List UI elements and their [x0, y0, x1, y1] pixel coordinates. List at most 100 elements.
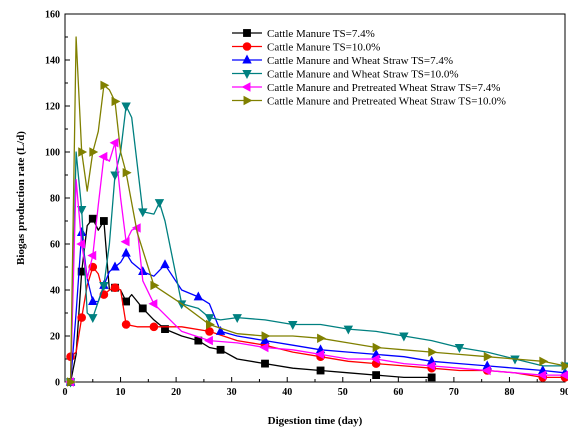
data-point	[204, 335, 213, 346]
legend-item: Cattle Manure and Pretreated Wheat Straw…	[232, 96, 506, 108]
data-point	[559, 370, 568, 380]
data-point	[121, 247, 131, 257]
x-tick-label: 30	[227, 387, 237, 398]
data-point	[88, 296, 98, 305]
data-point	[454, 344, 465, 353]
data-point	[120, 237, 130, 247]
legend-item: Cattle Manure and Pretreated Wheat Straw…	[232, 82, 500, 94]
data-point	[99, 217, 108, 225]
legend-item: Cattle Manure TS=7.4%	[232, 28, 375, 40]
series-layer	[65, 36, 568, 388]
data-point	[67, 377, 76, 387]
data-point	[483, 352, 493, 362]
data-point	[537, 370, 547, 380]
data-point	[109, 138, 119, 148]
series-line	[69, 142, 565, 383]
data-point	[288, 321, 298, 330]
x-tick-label: 60	[393, 387, 403, 398]
y-tick-label: 80	[50, 194, 60, 205]
x-tick-label: 20	[171, 387, 181, 398]
x-axis-label: Digestion time (day)	[268, 415, 363, 427]
data-point	[216, 345, 225, 354]
series-2	[66, 262, 568, 382]
data-point	[426, 361, 436, 371]
data-point	[122, 168, 132, 178]
data-point	[261, 359, 269, 368]
data-point	[100, 80, 110, 90]
data-point	[110, 261, 120, 271]
data-point	[399, 332, 409, 342]
x-tick-label: 90	[560, 387, 568, 398]
legend-marker	[241, 82, 251, 92]
data-point	[78, 147, 88, 157]
data-point	[215, 325, 226, 335]
data-point	[87, 250, 97, 261]
data-point	[138, 266, 148, 276]
data-point	[428, 347, 438, 357]
x-tick-label: 80	[504, 387, 514, 398]
data-point	[154, 199, 165, 209]
legend-label: Cattle Manure and Pretreated Wheat Straw…	[267, 82, 500, 94]
data-point	[372, 342, 382, 353]
legend-marker	[242, 42, 252, 51]
data-point	[161, 325, 169, 333]
series-6	[67, 36, 568, 387]
y-tick-label: 60	[50, 240, 60, 251]
data-point	[99, 281, 109, 291]
series-line	[69, 36, 566, 383]
legend-item: Cattle Manure and Wheat Straw TS=7.4%	[232, 54, 453, 67]
data-point	[232, 314, 242, 324]
data-point	[372, 371, 381, 379]
data-point	[76, 206, 87, 215]
x-tick-label: 50	[338, 387, 348, 398]
legend-item: Cattle Manure and Wheat Straw TS=10.0%	[232, 69, 459, 81]
data-point	[149, 322, 159, 332]
data-point	[539, 356, 549, 366]
data-point	[121, 102, 131, 112]
y-tick-label: 100	[45, 148, 60, 159]
data-point	[205, 327, 214, 336]
data-point	[76, 239, 86, 249]
x-tick-label: 0	[63, 387, 68, 398]
legend-label: Cattle Manure and Wheat Straw TS=7.4%	[267, 55, 453, 67]
y-tick-label: 40	[50, 286, 60, 297]
x-tick-label: 70	[449, 387, 459, 398]
data-point	[259, 342, 269, 353]
data-point	[561, 361, 568, 371]
data-point	[77, 313, 86, 322]
y-tick-label: 160	[45, 10, 60, 21]
y-axis-label: Biogas production rate (L/d)	[15, 131, 27, 265]
legend-marker	[242, 70, 252, 79]
x-tick-label: 10	[116, 387, 126, 398]
data-point	[88, 214, 97, 223]
legend-marker	[242, 54, 252, 64]
data-point	[88, 314, 98, 324]
legend: Cattle Manure TS=7.4% Cattle Manure TS=10…	[232, 28, 506, 108]
legend-label: Cattle Manure and Wheat Straw TS=10.0%	[267, 69, 459, 81]
data-point	[89, 147, 99, 157]
data-point	[427, 373, 436, 382]
data-point	[204, 314, 215, 324]
data-point	[138, 208, 148, 218]
legend-marker	[243, 95, 253, 106]
y-tick-label: 120	[45, 102, 60, 113]
data-point	[160, 259, 170, 269]
legend-marker	[243, 29, 251, 37]
data-point	[481, 365, 491, 376]
data-point	[110, 171, 120, 181]
data-point	[317, 333, 326, 343]
data-point	[98, 151, 108, 162]
data-point	[111, 96, 121, 107]
data-point	[150, 280, 160, 291]
legend-item: Cattle Manure TS=10.0%	[232, 42, 380, 54]
x-tick-label: 40	[282, 387, 292, 398]
data-point	[205, 319, 215, 330]
data-point	[122, 297, 131, 306]
data-point	[121, 320, 131, 329]
data-point	[315, 349, 325, 360]
y-tick-label: 140	[45, 56, 60, 67]
data-point	[148, 299, 158, 309]
series-5	[65, 138, 568, 387]
data-point	[370, 354, 380, 364]
